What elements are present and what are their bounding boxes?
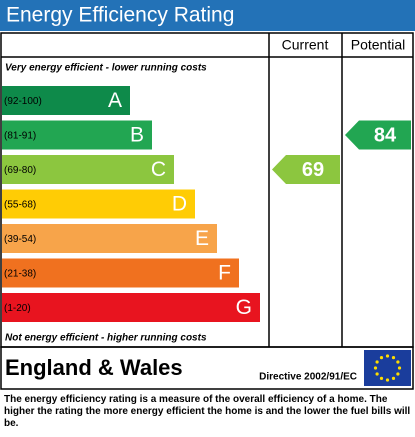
band (2, 293, 260, 322)
rating-value: 69 (302, 159, 324, 181)
band-letter: D (172, 193, 187, 216)
star (397, 366, 402, 370)
directive: Directive 2002/91/EC (259, 372, 357, 383)
region-frame (0, 346, 414, 390)
band (2, 224, 217, 253)
eu-flag (364, 350, 411, 386)
rating-value: 84 (374, 124, 397, 146)
band-range: (69-80) (4, 165, 36, 176)
band (2, 86, 130, 115)
band (2, 189, 195, 219)
star (379, 356, 384, 360)
band-letter: A (108, 89, 122, 112)
band-letter: F (218, 262, 231, 285)
band-range: (39-54) (4, 234, 36, 245)
star (385, 378, 390, 382)
title-bar (0, 0, 415, 31)
band-letter: E (195, 227, 209, 250)
band (2, 155, 174, 184)
region: England & Wales (5, 355, 183, 380)
chart: Energy Efficiency Rating Current Potenti… (0, 0, 415, 390)
top-note: Very energy efficient - lower running co… (5, 63, 207, 74)
band-letter: C (151, 158, 166, 181)
rating-arrow (345, 120, 411, 150)
band-range: (81-91) (4, 131, 36, 142)
star (375, 372, 379, 376)
band-range: (55-68) (4, 200, 36, 211)
footer: The energy efficiency rating is a measur… (4, 394, 411, 429)
band-letter: B (130, 124, 144, 147)
bottom-note: Not energy efficient - higher running co… (5, 333, 207, 344)
star (391, 376, 396, 380)
band (2, 120, 152, 150)
star (379, 376, 384, 380)
band-range: (1-20) (4, 303, 31, 314)
potential-header: Potential (351, 37, 405, 53)
star (373, 366, 378, 370)
rating-arrow (272, 155, 340, 184)
band-range: (21-38) (4, 269, 36, 280)
current-header: Current (282, 37, 329, 53)
star (396, 372, 400, 376)
star (375, 360, 379, 364)
band (2, 258, 239, 288)
title: Energy Efficiency Rating (6, 4, 234, 27)
band-range: (92-100) (4, 96, 42, 107)
star (396, 360, 400, 364)
star (391, 356, 396, 360)
star (385, 354, 390, 358)
band-letter: G (236, 296, 252, 319)
